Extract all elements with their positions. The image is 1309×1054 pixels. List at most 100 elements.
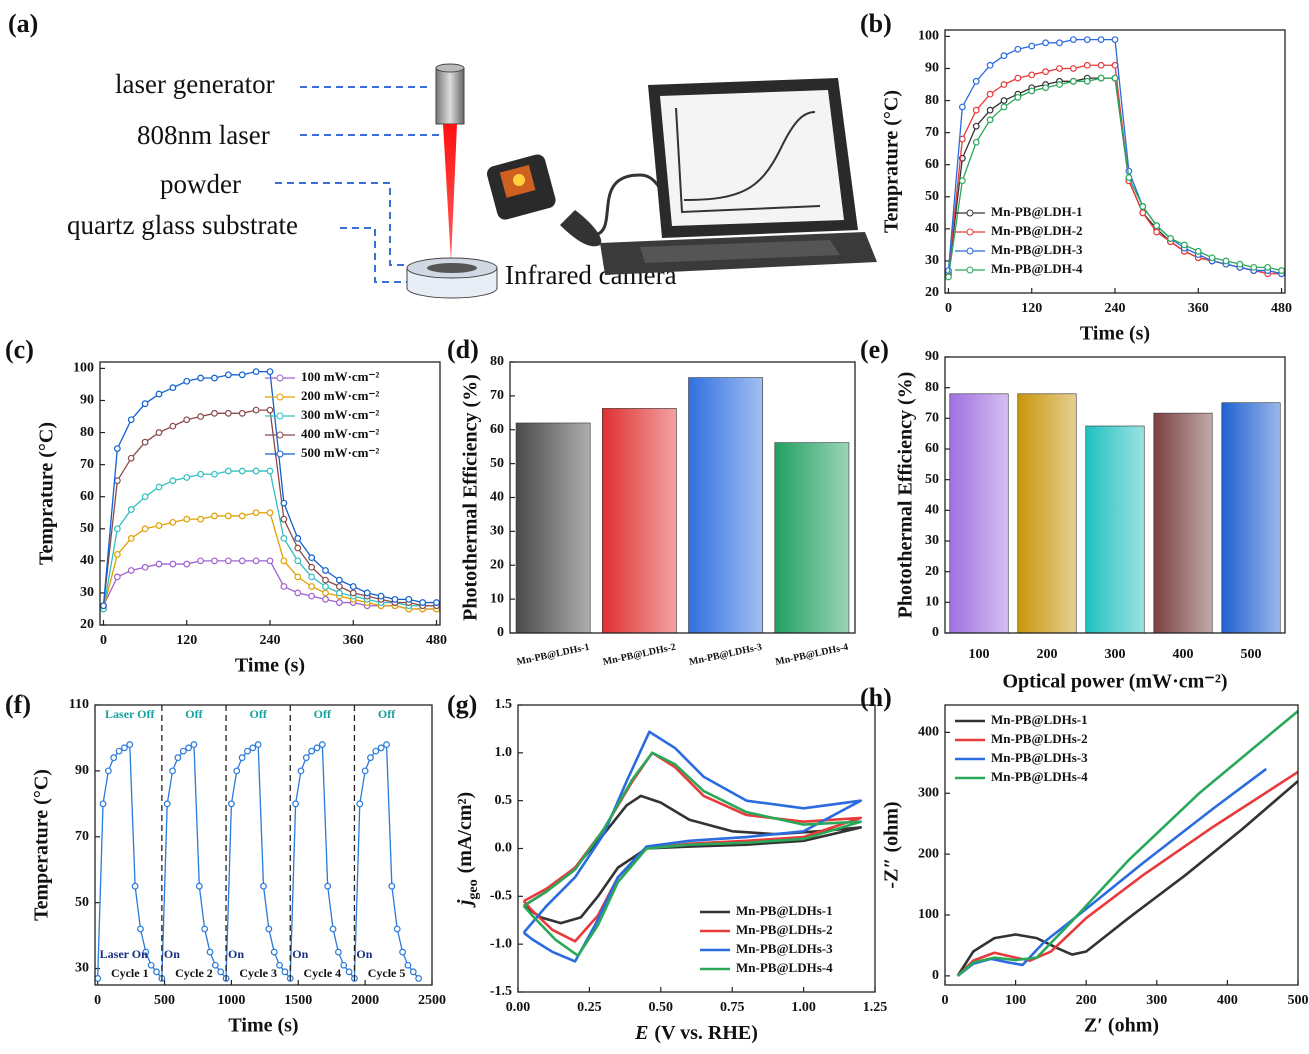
on-label: On [292, 947, 308, 961]
data-point [335, 599, 343, 606]
data-point [211, 557, 218, 565]
data-point [419, 599, 427, 606]
legend-label: Mn-PB@LDHs-3 [991, 750, 1088, 765]
data-point [399, 948, 406, 956]
y-tick-label: 70 [80, 457, 94, 472]
data-point [1000, 97, 1008, 104]
x-tick-label: 0 [942, 993, 949, 1008]
data-point [141, 493, 149, 501]
data-point [276, 961, 283, 969]
data-point [1208, 254, 1216, 262]
data-point [294, 557, 302, 565]
data-point [972, 77, 980, 85]
y-tick-label: 1.0 [495, 745, 513, 760]
axis-label: E (V vs. RHE) [634, 1022, 758, 1044]
axis-label: jgeo (mA/cm²) [454, 792, 481, 908]
data-point [409, 968, 417, 976]
y-tick-label: 60 [925, 441, 939, 456]
data-point [100, 602, 107, 610]
data-point [308, 563, 316, 571]
y-tick-label: 30 [80, 585, 94, 600]
data-point [322, 583, 329, 590]
y-tick-label: 90 [80, 393, 94, 408]
y-tick-label: 40 [80, 553, 94, 568]
data-point [224, 409, 232, 417]
on-label: On [164, 947, 180, 961]
data-point [183, 474, 191, 481]
data-point [127, 506, 135, 513]
data-point [153, 968, 160, 976]
y-tick-label: -0.5 [490, 889, 512, 904]
data-point [1000, 52, 1008, 60]
series-line [102, 409, 437, 607]
data-point [238, 512, 246, 520]
data-point [280, 583, 288, 590]
data-point [335, 576, 343, 584]
cycle-label: Cycle 1 [111, 966, 149, 980]
data-point [1139, 209, 1147, 217]
data-point [252, 368, 260, 376]
axis-label: Z′ (ohm) [1084, 1015, 1159, 1037]
label-laser-generator: laser generator [115, 69, 275, 99]
legend-label: Mn-PB@LDHs-1 [736, 903, 833, 918]
data-point [986, 61, 994, 69]
y-tick-label: 300 [918, 785, 939, 800]
data-point [1042, 39, 1050, 47]
data-point [266, 467, 274, 475]
data-point [377, 744, 385, 752]
panel-label: (h) [860, 683, 892, 712]
data-point [206, 948, 214, 956]
y-tick-label: -1.5 [490, 984, 512, 999]
data-point [224, 512, 232, 520]
data-point [183, 515, 191, 523]
x-tick-label: 0.25 [577, 1000, 602, 1015]
data-point [322, 595, 329, 603]
data-point [113, 477, 121, 485]
data-point [155, 560, 163, 568]
data-point [433, 599, 440, 606]
series-line [956, 770, 1299, 977]
data-point [127, 567, 135, 574]
data-point [280, 499, 288, 507]
leader-lines [275, 86, 440, 283]
data-point [280, 515, 288, 523]
legend-label: 200 mW·cm⁻² [301, 388, 379, 403]
on-label: On [228, 947, 244, 961]
x-tick-label: Mn-PB@LDHs-1 [516, 642, 591, 668]
data-point [266, 557, 274, 565]
data-point [1042, 84, 1050, 92]
data-point [335, 583, 343, 590]
y-tick-label: 50 [75, 895, 89, 910]
off-label: Laser Off [105, 707, 155, 721]
data-point [1083, 77, 1091, 85]
y-tick-label: 70 [925, 411, 939, 426]
data-point [197, 470, 205, 478]
data-point [1180, 241, 1188, 249]
y-tick-label: 60 [80, 489, 94, 504]
x-tick-label: 0 [94, 993, 101, 1008]
y-tick-label: 70 [925, 125, 939, 140]
data-point [127, 454, 135, 462]
series-line [956, 710, 1299, 977]
panel-label: (e) [860, 335, 889, 364]
axis-label: Time (s) [228, 1015, 298, 1037]
bar [688, 377, 764, 634]
legend-label: Mn-PB@LDHs-3 [736, 941, 833, 956]
plot-frame [944, 29, 1286, 294]
data-point [294, 535, 302, 542]
x-tick-label: 1500 [284, 993, 312, 1008]
data-point [1139, 203, 1147, 210]
data-point [958, 103, 966, 111]
data-point [224, 371, 232, 379]
y-tick-label: 50 [925, 472, 939, 487]
y-tick-label: 80 [925, 380, 939, 395]
data-point [211, 961, 219, 969]
axis-label-part: E [634, 1022, 648, 1044]
data-point [280, 557, 288, 565]
data-point [1014, 93, 1022, 101]
data-point [372, 747, 380, 755]
data-point [217, 968, 225, 976]
data-point [185, 744, 193, 752]
data-point [1167, 235, 1174, 242]
data-point [322, 589, 329, 597]
